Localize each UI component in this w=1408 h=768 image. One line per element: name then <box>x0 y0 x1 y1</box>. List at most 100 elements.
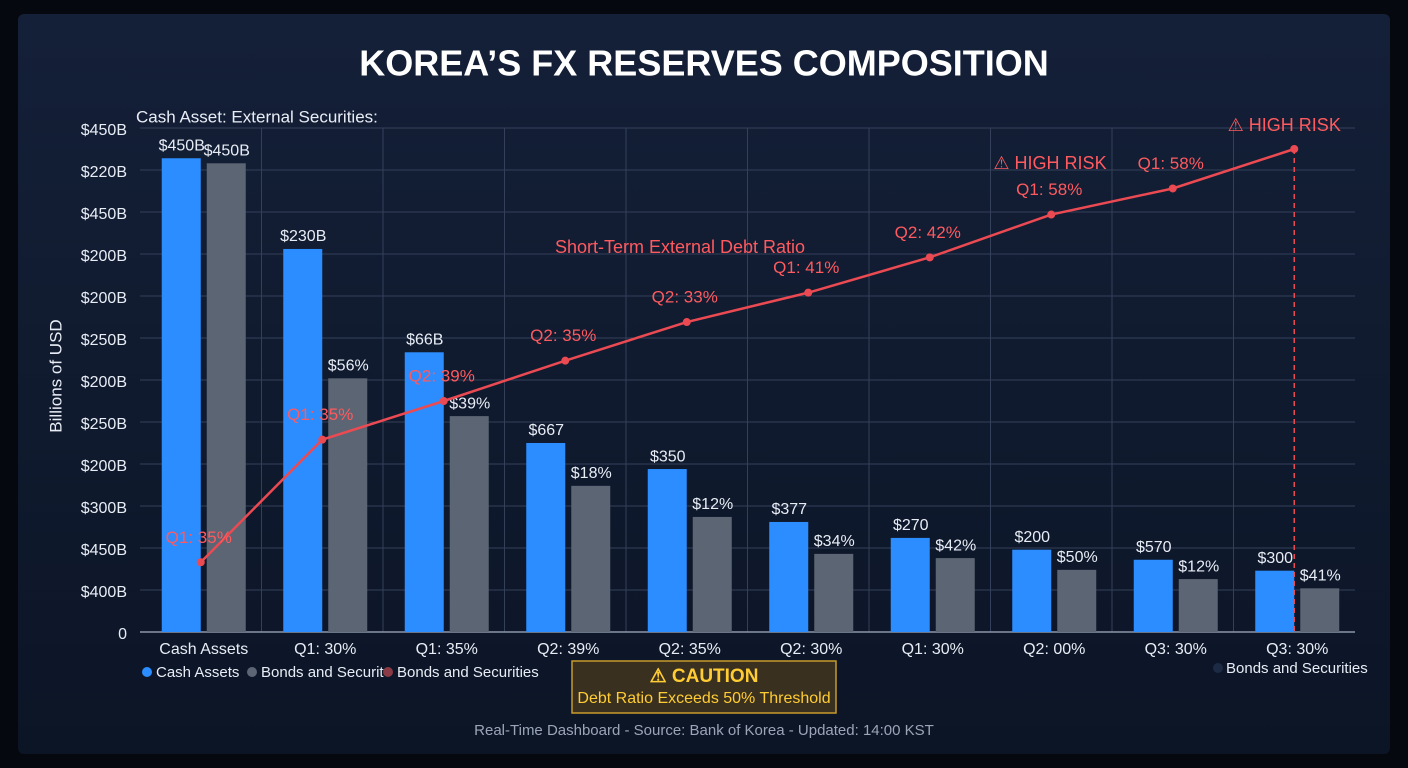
point-label: Q2: 42% <box>895 223 961 242</box>
bar <box>1057 569 1097 632</box>
y-tick-label: $400B <box>81 584 127 601</box>
legend-swatch <box>247 667 257 677</box>
point-label: ⚠ HIGH RISK <box>1228 115 1341 135</box>
x-tick-label: Q1: 30% <box>902 641 964 658</box>
bar-label: $450B <box>159 137 205 154</box>
bar <box>692 516 732 632</box>
line-point <box>196 558 205 567</box>
bar <box>814 553 854 632</box>
x-tick-label: Q3: 30% <box>1266 641 1328 658</box>
bar-label: $39% <box>449 395 490 412</box>
bar-label: $377 <box>771 501 807 518</box>
y-tick-label: 0 <box>118 626 127 643</box>
y-tick-label: $450B <box>81 206 127 223</box>
bar <box>647 469 687 632</box>
x-tick-label: Q2: 39% <box>537 641 599 658</box>
point-label: Q1: 58% <box>1138 154 1204 173</box>
footer: Real-Time Dashboard - Source: Bank of Ko… <box>474 722 934 739</box>
bar <box>1300 588 1340 632</box>
y-tick-label: $300B <box>81 500 127 517</box>
y-tick-label: $450B <box>81 542 127 559</box>
line-point <box>804 288 813 297</box>
x-tick-label: Q1: 35% <box>416 641 478 658</box>
legend-swatch <box>142 667 152 677</box>
bar-label: $56% <box>328 358 369 375</box>
y-tick-label: $220B <box>81 164 127 181</box>
legend-label: Bonds and Securities <box>1226 660 1368 677</box>
y-tick-label: $250B <box>81 416 127 433</box>
point-label: Q1: 35% <box>287 405 353 424</box>
bar <box>935 558 975 632</box>
bar <box>1012 549 1052 632</box>
chart-title: KOREA’S FX RESERVES COMPOSITION <box>359 43 1048 84</box>
bar <box>1178 579 1218 632</box>
legend-swatch <box>1213 663 1223 673</box>
bar-label: $230B <box>280 228 326 245</box>
point-label: Q1: 35% <box>166 528 232 547</box>
bar-label: $450B <box>204 142 250 159</box>
legend-swatch <box>383 667 393 677</box>
bar-label: $18% <box>571 465 612 482</box>
series-label: Short-Term External Debt Ratio <box>555 237 805 257</box>
x-tick-label: Cash Assets <box>159 641 248 658</box>
x-tick-label: Q1: 30% <box>294 641 356 658</box>
bar <box>890 537 930 632</box>
y-tick-label: $200B <box>81 248 127 265</box>
bar <box>206 163 246 632</box>
bar <box>571 485 611 632</box>
bar <box>1255 570 1295 632</box>
bar-label: $50% <box>1057 549 1098 566</box>
line-point <box>1047 210 1056 219</box>
line-point <box>318 435 327 444</box>
annotation: ⚠ HIGH RISK <box>993 153 1106 173</box>
y-tick-label: $200B <box>81 374 127 391</box>
bar <box>769 521 809 632</box>
x-tick-label: Q2: 00% <box>1023 641 1085 658</box>
legend-label: Cash Assets <box>156 664 239 681</box>
line-point <box>925 253 934 262</box>
y-axis-label: Billions of USD <box>46 319 65 432</box>
y-tick-label: $250B <box>81 332 127 349</box>
y-tick-label: $200B <box>81 290 127 307</box>
line <box>199 147 1295 564</box>
caution-box <box>571 660 837 714</box>
line-point <box>682 318 691 327</box>
line-point <box>1290 145 1299 153</box>
bar-label: $42% <box>935 537 976 554</box>
bar-label: $667 <box>528 422 564 439</box>
caution-title: ⚠ CAUTION <box>650 666 759 687</box>
bar-label: $200 <box>1014 529 1050 546</box>
point-label: Q2: 33% <box>652 288 718 307</box>
bar-label: $350 <box>650 448 686 465</box>
bar-label: $12% <box>1178 558 1219 575</box>
bar-label: $300 <box>1257 550 1293 567</box>
bar-label: $12% <box>692 496 733 513</box>
line-point <box>1168 184 1177 193</box>
point-label: Q2: 35% <box>530 326 596 345</box>
bar-label: $270 <box>893 517 929 534</box>
x-tick-label: Q2: 35% <box>659 641 721 658</box>
bar <box>526 443 566 632</box>
caution-text: Debt Ratio Exceeds 50% Threshold <box>577 690 830 707</box>
bar <box>283 248 323 632</box>
bar-label: $66B <box>406 331 443 348</box>
bar-label: $570 <box>1136 539 1172 556</box>
bar <box>449 416 489 632</box>
line-point <box>561 356 570 365</box>
legend-label: Bonds and Securities <box>397 664 539 681</box>
bar-label: $34% <box>814 533 855 550</box>
point-label: Q1: 41% <box>773 258 839 277</box>
bar <box>161 158 201 633</box>
subtitle: Cash Asset: External Securities: <box>136 107 378 126</box>
x-tick-label: Q2: 30% <box>780 641 842 658</box>
bar <box>404 352 444 632</box>
bar-label: $41% <box>1300 568 1341 585</box>
x-tick-label: Q3: 30% <box>1145 641 1207 658</box>
point-label: Q2: 39% <box>409 366 475 385</box>
legend-label: Bonds and Securit <box>261 664 384 681</box>
bar <box>1133 559 1173 632</box>
point-label: Q1: 58% <box>1016 180 1082 199</box>
line-point <box>439 397 448 405</box>
y-tick-label: $200B <box>81 458 127 475</box>
